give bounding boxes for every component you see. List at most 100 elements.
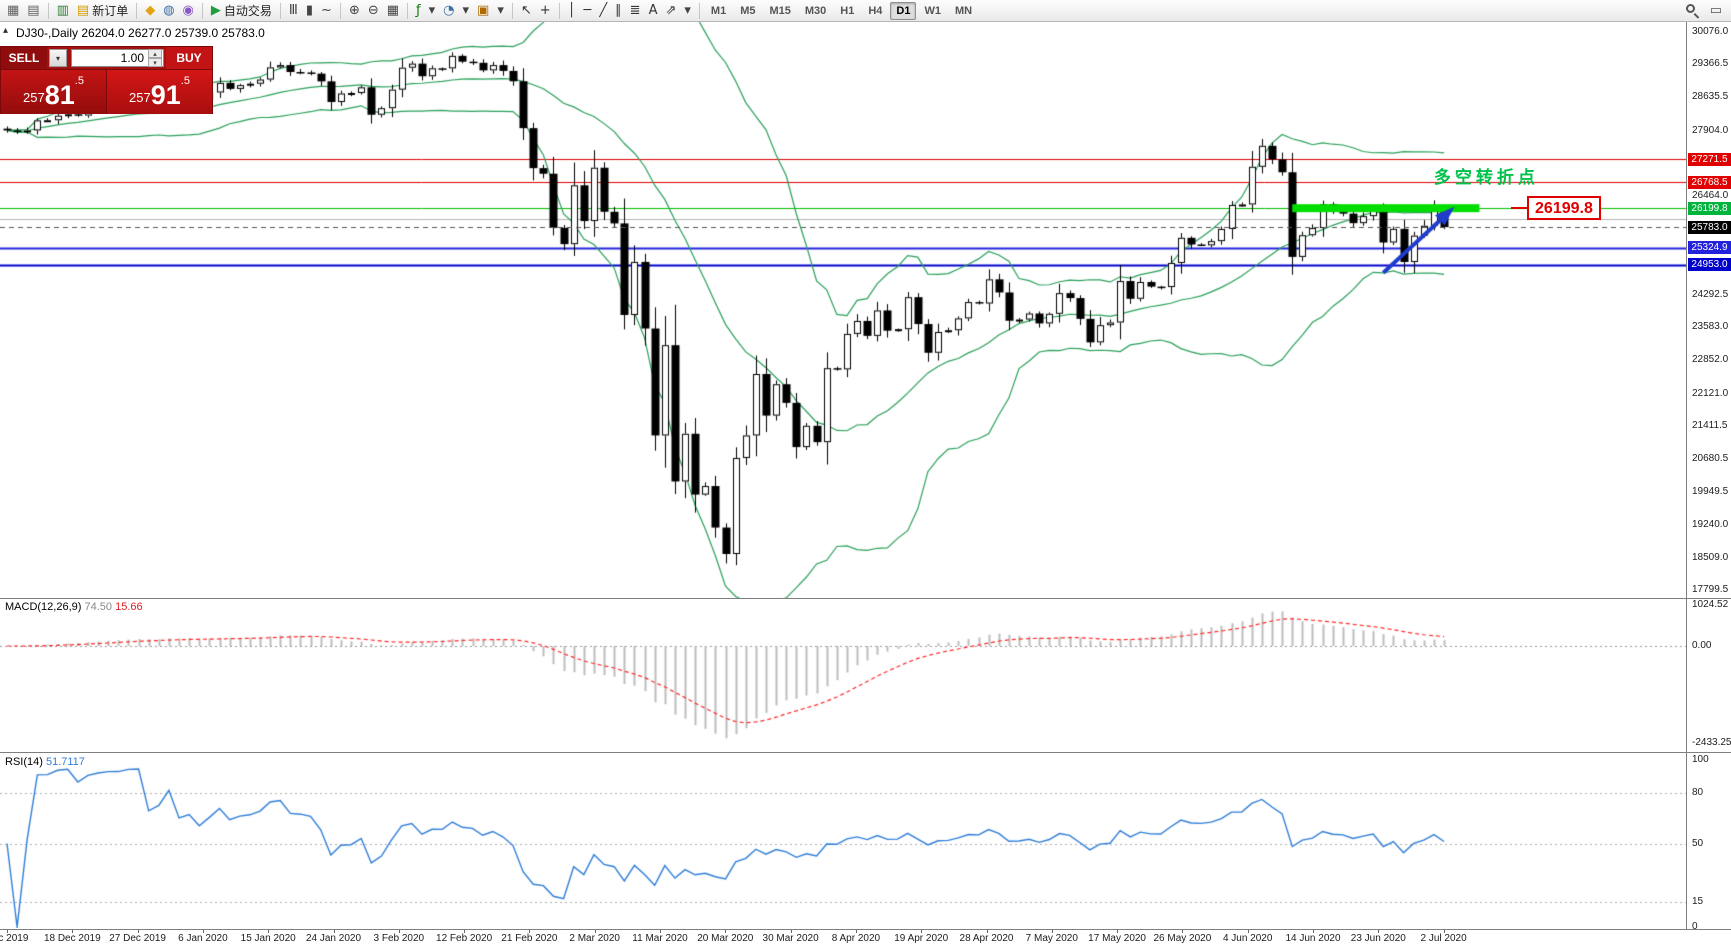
- date-label: 14 Jun 2020: [1285, 933, 1341, 944]
- new-order-button[interactable]: ▤ 新订单: [73, 1, 132, 20]
- shapes-dropdown-button[interactable]: ▾: [680, 1, 695, 20]
- time-axis-tick: [790, 930, 792, 933]
- macd-panel-splitter[interactable]: [0, 598, 1731, 599]
- crosshair-button[interactable]: +: [536, 1, 555, 20]
- timeframe-m15-button[interactable]: M15: [769, 4, 791, 17]
- callout-leader-line: [1511, 207, 1528, 210]
- arrow-tools-icon: ⇗: [665, 3, 677, 18]
- templates-dropdown-button[interactable]: ▾: [493, 1, 508, 20]
- fibonacci-button[interactable]: ≣: [626, 1, 645, 20]
- periods-dropdown-button[interactable]: ▾: [459, 1, 474, 20]
- data-window-button[interactable]: ◍: [159, 1, 178, 20]
- rsi-axis-label: 50: [1692, 837, 1704, 849]
- price-axis-label: 26464.0: [1692, 190, 1729, 202]
- price-axis-label: 24292.5: [1692, 288, 1729, 300]
- candlestick-chart-button[interactable]: ▮: [302, 1, 317, 20]
- date-label: 15 Jan 2020: [240, 933, 296, 944]
- price-axis[interactable]: 30076.0 29366.5 28635.5 27904.0 26464.0 24292…: [1686, 22, 1731, 932]
- date-label: 3 Feb 2020: [373, 933, 425, 944]
- timeframe-h4-button[interactable]: H4: [868, 4, 883, 17]
- timeframe-m1-button[interactable]: M1: [710, 4, 727, 17]
- timeframe-d1-button[interactable]: D1: [890, 1, 917, 20]
- buy-button[interactable]: BUY: [166, 47, 212, 69]
- profiles-button[interactable]: ▤: [23, 1, 43, 20]
- timeframe-mn-button[interactable]: MN: [954, 4, 973, 17]
- buy-price-button[interactable]: 257 91.5: [107, 70, 212, 114]
- equidistant-channel-icon: ∥: [615, 3, 622, 18]
- indicators-dropdown-button[interactable]: ▾: [425, 1, 440, 20]
- vertical-line-button[interactable]: │: [564, 1, 580, 20]
- date-label: 7 May 2020: [1025, 933, 1078, 944]
- search-icon: [1685, 3, 1700, 19]
- market-watch-button[interactable]: ▥: [53, 1, 73, 20]
- date-label: 24 Jan 2020: [305, 933, 362, 944]
- bar-chart-button[interactable]: Ⅲ: [285, 1, 302, 20]
- zoom-out-button[interactable]: ⊖: [364, 1, 383, 20]
- volume-up-button[interactable]: ▴: [148, 49, 162, 58]
- time-axis-tick: [529, 930, 531, 933]
- oneclick-collapse-button[interactable]: ▴: [3, 25, 9, 36]
- line-chart-button[interactable]: ~: [317, 1, 336, 20]
- search-button[interactable]: [1681, 1, 1704, 20]
- indicators-button[interactable]: ƒ: [412, 1, 425, 20]
- price-badge: 25783.0: [1688, 220, 1731, 234]
- volume-down-button[interactable]: ▾: [148, 58, 162, 67]
- rsi-axis-label: 15: [1692, 895, 1704, 907]
- time-axis-tick: [1378, 930, 1380, 933]
- price-axis-label: 23583.0: [1692, 321, 1729, 333]
- sell-price-button[interactable]: 257 81.5: [1, 70, 107, 114]
- time-axis-tick: [137, 930, 139, 933]
- ohlc-info: DJ30-,Daily 26204.0 26277.0 25739.0 2578…: [16, 26, 265, 40]
- equidistant-channel-button[interactable]: ∥: [611, 1, 626, 20]
- date-label: Dec 2019: [0, 933, 29, 944]
- panels-button[interactable]: ▭: [1706, 1, 1726, 20]
- fibonacci-icon: ≣: [629, 3, 641, 18]
- date-label: 23 Jun 2020: [1350, 933, 1406, 944]
- line-chart-icon: ~: [321, 3, 332, 18]
- date-label: 21 Feb 2020: [501, 933, 558, 944]
- zoom-in-button[interactable]: ⊕: [345, 1, 364, 20]
- autotrading-button[interactable]: ▶ 自动交易: [207, 1, 276, 20]
- text-button[interactable]: A: [645, 1, 662, 20]
- time-axis-tick: [1182, 930, 1184, 933]
- date-label: 27 Dec 2019: [109, 933, 166, 944]
- time-axis[interactable]: Dec 2019 18 Dec 2019 27 Dec 2019 6 Jan 2020…: [0, 929, 1731, 944]
- navigator-button[interactable]: ◉: [179, 1, 198, 20]
- macd-label: MACD(12,26,9) 74.50 15.66: [5, 601, 143, 613]
- time-axis-tick: [464, 930, 466, 933]
- main-chart-canvas[interactable]: [0, 22, 1686, 598]
- volume-dropdown[interactable]: ▾: [49, 49, 67, 67]
- sell-button[interactable]: SELL: [1, 47, 47, 69]
- metaeditor-button[interactable]: ◆: [141, 1, 159, 20]
- timeframe-m5-button[interactable]: M5: [740, 4, 756, 17]
- periods-button[interactable]: ◔: [439, 1, 458, 20]
- arrow-tools-button[interactable]: ⇗: [661, 1, 680, 20]
- cursor-button[interactable]: ↖: [517, 1, 536, 20]
- time-axis-tick: [1443, 930, 1445, 933]
- date-label: 28 Apr 2020: [959, 933, 1014, 944]
- horizontal-line-button[interactable]: ─: [580, 1, 596, 20]
- timeframe-m30-button[interactable]: M30: [804, 4, 827, 17]
- time-axis-tick: [1247, 930, 1249, 933]
- tile-windows-icon: ▦: [386, 3, 400, 18]
- data-window-icon: ◍: [163, 3, 175, 18]
- price-axis-label: 30076.0: [1692, 26, 1729, 37]
- templates-button[interactable]: ▣: [473, 1, 493, 20]
- trade-panel-prices: 257 81.5 257 91.5: [1, 70, 212, 114]
- new-order-label: 新订单: [92, 4, 129, 18]
- indicators-icon: ƒ: [416, 3, 421, 18]
- toolbar-separator: [558, 2, 560, 19]
- tile-windows-button[interactable]: ▦: [383, 1, 403, 20]
- trendline-button[interactable]: ╱: [595, 1, 611, 20]
- macd-indicator-canvas[interactable]: [0, 599, 1686, 752]
- new-chart-button[interactable]: ▦: [3, 1, 23, 20]
- volume-input[interactable]: 1.00 ▴ ▾: [71, 49, 164, 67]
- volume-value: 1.00: [120, 51, 144, 65]
- date-label: 11 Mar 2020: [632, 933, 688, 944]
- time-axis-tick: [660, 930, 661, 933]
- rsi-panel-splitter[interactable]: [0, 752, 1731, 753]
- templates-dropdown-icon: ▾: [497, 3, 504, 18]
- timeframe-w1-button[interactable]: W1: [924, 4, 941, 17]
- rsi-indicator-canvas[interactable]: [0, 753, 1686, 928]
- timeframe-h1-button[interactable]: H1: [840, 4, 855, 17]
